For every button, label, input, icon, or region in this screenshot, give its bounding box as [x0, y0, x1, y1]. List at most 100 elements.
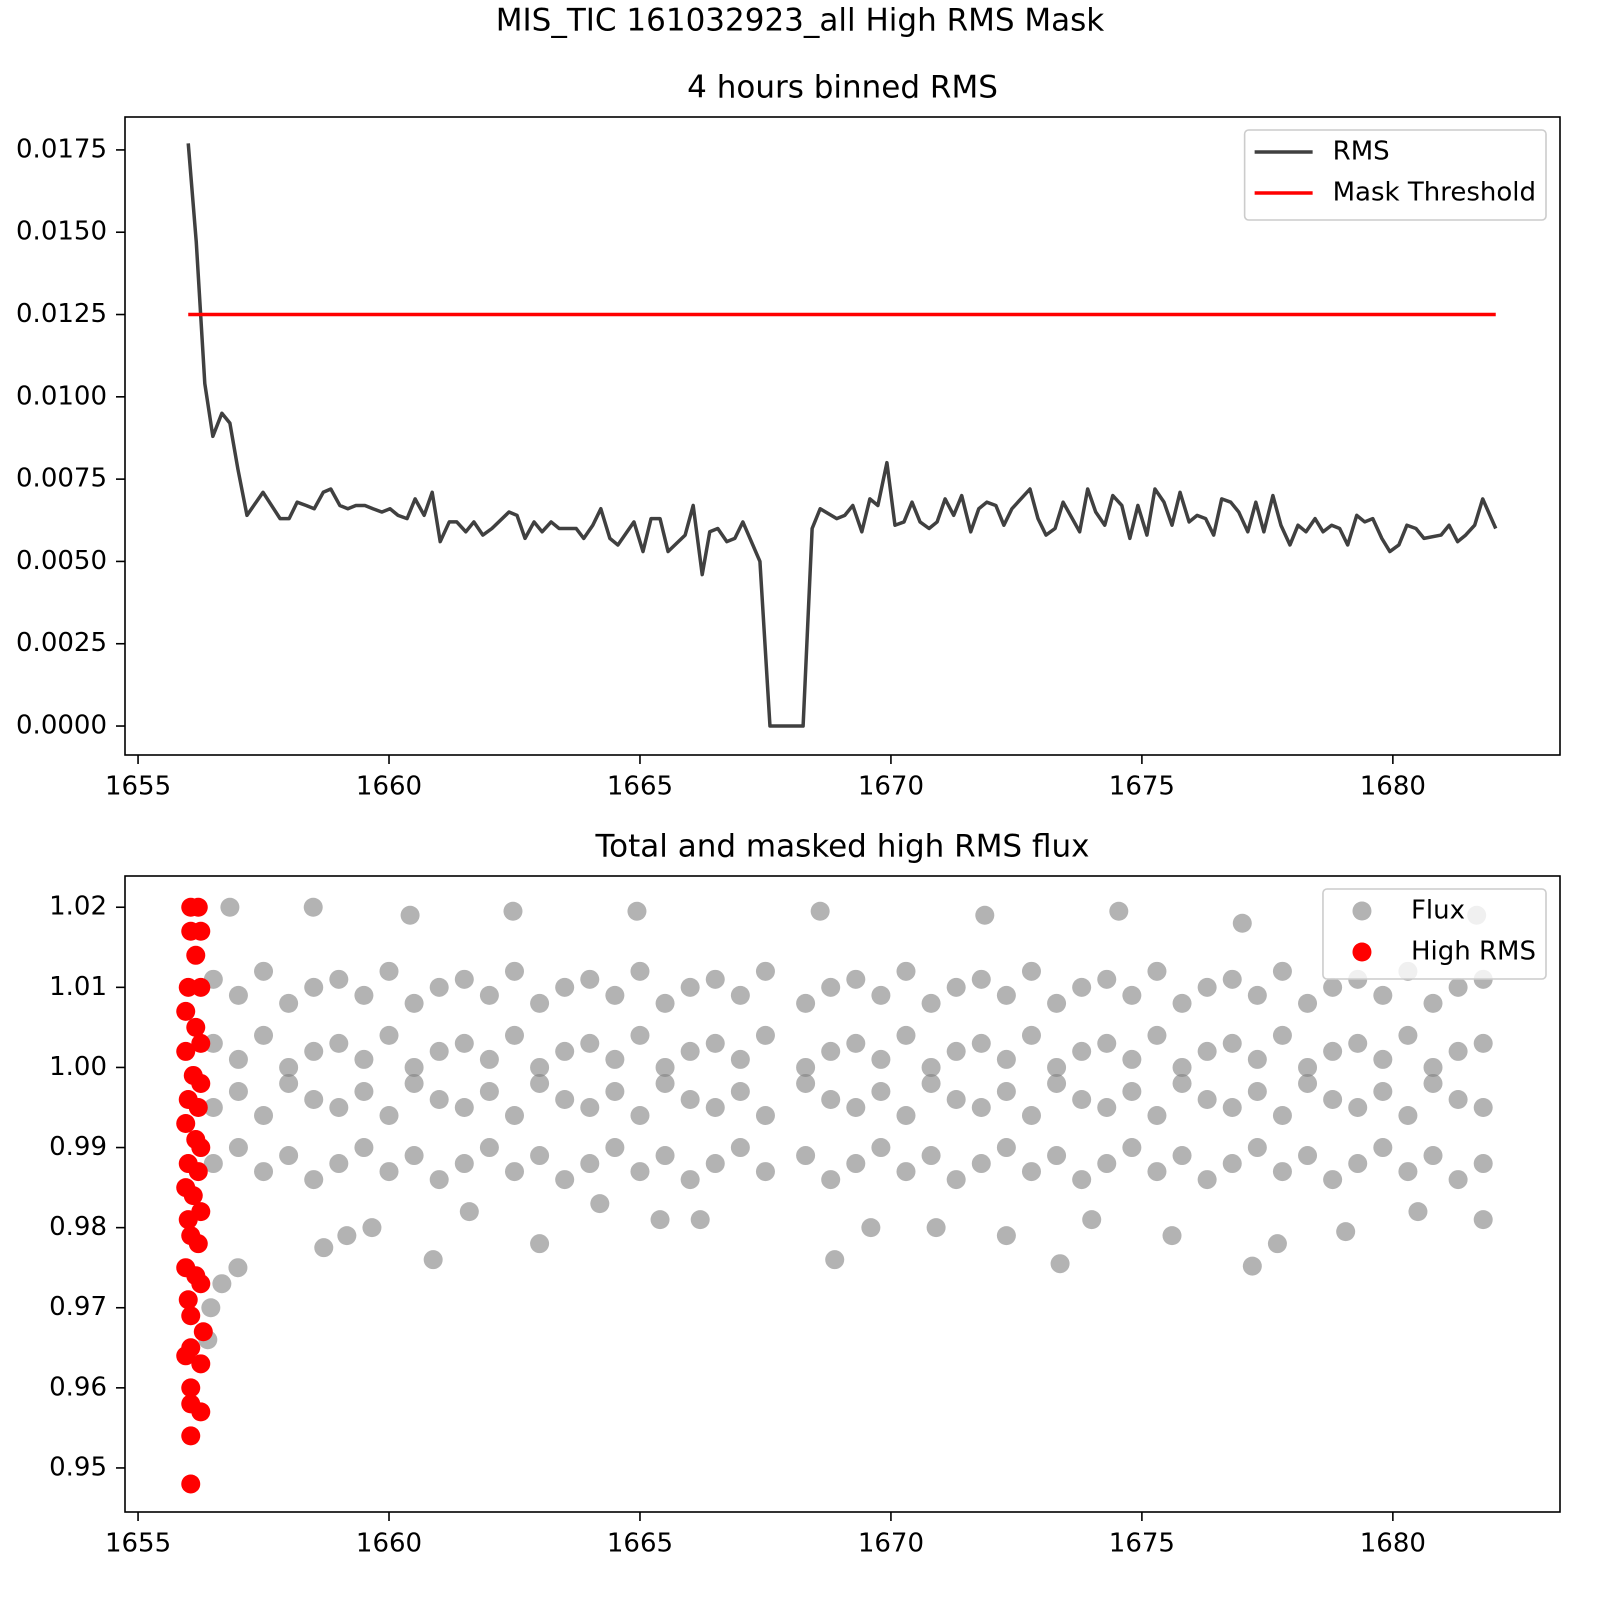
point: [191, 1402, 211, 1422]
point: [846, 1033, 866, 1053]
point: [429, 1041, 449, 1061]
point: [228, 1049, 248, 1069]
point: [1109, 901, 1129, 921]
point: [379, 1025, 399, 1045]
point: [429, 1170, 449, 1190]
legend-box: [1243, 129, 1547, 221]
point: [996, 1081, 1016, 1101]
point: [1272, 1025, 1292, 1045]
y-tick-label: 1.02: [49, 892, 107, 922]
point: [946, 1041, 966, 1061]
legend-label: Flux: [1411, 896, 1465, 926]
point: [755, 1025, 775, 1045]
point: [996, 1226, 1016, 1246]
point: [926, 1218, 946, 1238]
point: [1473, 1154, 1493, 1174]
x-tick-label: 1670: [858, 772, 924, 802]
point: [186, 1017, 206, 1037]
point: [946, 1170, 966, 1190]
axes-frame: [124, 116, 1561, 756]
point: [690, 1210, 710, 1230]
point: [304, 1089, 324, 1109]
point: [228, 1138, 248, 1158]
point: [304, 1041, 324, 1061]
point: [228, 1081, 248, 1101]
point: [555, 977, 575, 997]
point: [755, 1106, 775, 1126]
legend-label: High RMS: [1411, 937, 1536, 967]
point: [1097, 1154, 1117, 1174]
point: [1247, 985, 1267, 1005]
point: [1021, 1162, 1041, 1182]
point: [379, 1106, 399, 1126]
y-tick-label: 0.0000: [16, 711, 107, 741]
point: [1423, 993, 1443, 1013]
point: [796, 1146, 816, 1166]
point: [479, 1049, 499, 1069]
point: [1398, 1162, 1418, 1182]
point: [825, 1250, 845, 1270]
point: [1047, 1073, 1067, 1093]
point: [504, 961, 524, 981]
point: [329, 1154, 349, 1174]
point: [1247, 1081, 1267, 1101]
point: [1197, 1170, 1217, 1190]
point: [846, 1154, 866, 1174]
point: [530, 1057, 550, 1077]
x-tick-label: 1665: [607, 1529, 673, 1559]
point: [220, 897, 240, 917]
point: [354, 1138, 374, 1158]
point: [921, 1146, 941, 1166]
point: [1448, 1089, 1468, 1109]
y-tick-label: 0.0150: [16, 217, 107, 247]
y-tick-label: 1.00: [49, 1052, 107, 1082]
point: [379, 961, 399, 981]
point: [228, 985, 248, 1005]
point: [503, 901, 523, 921]
x-tick-label: 1655: [105, 1529, 171, 1559]
point: [188, 897, 208, 917]
point: [705, 1033, 725, 1053]
point: [730, 1081, 750, 1101]
point: [1047, 1057, 1067, 1077]
point: [1323, 1041, 1343, 1061]
point: [650, 1210, 670, 1230]
point: [655, 1073, 675, 1093]
point: [454, 1033, 474, 1053]
point: [504, 1162, 524, 1182]
point: [1172, 1146, 1192, 1166]
point: [1336, 1222, 1356, 1242]
point: [1298, 1073, 1318, 1093]
point: [1398, 1025, 1418, 1045]
point: [176, 1001, 196, 1021]
point: [871, 985, 891, 1005]
y-tick-label: 0.0175: [16, 134, 107, 164]
point: [530, 1073, 550, 1093]
point: [1122, 1081, 1142, 1101]
axes-frame: [124, 875, 1561, 1513]
point: [1448, 1041, 1468, 1061]
point: [279, 1057, 299, 1077]
point: [329, 1033, 349, 1053]
x-tick-label: 1665: [607, 772, 673, 802]
legend: RMS Mask Threshold: [1243, 129, 1547, 221]
point: [755, 961, 775, 981]
point: [254, 1025, 274, 1045]
point: [1072, 977, 1092, 997]
point: [605, 1138, 625, 1158]
point: [1373, 1081, 1393, 1101]
point: [1323, 977, 1343, 997]
point: [1172, 1057, 1192, 1077]
point: [630, 1162, 650, 1182]
point: [379, 1162, 399, 1182]
point: [871, 1138, 891, 1158]
point: [1082, 1210, 1102, 1230]
point: [896, 1162, 916, 1182]
point: [454, 1154, 474, 1174]
point: [188, 1234, 208, 1254]
point: [400, 905, 420, 925]
point: [871, 1081, 891, 1101]
point: [193, 1322, 213, 1342]
point: [1473, 1210, 1493, 1230]
